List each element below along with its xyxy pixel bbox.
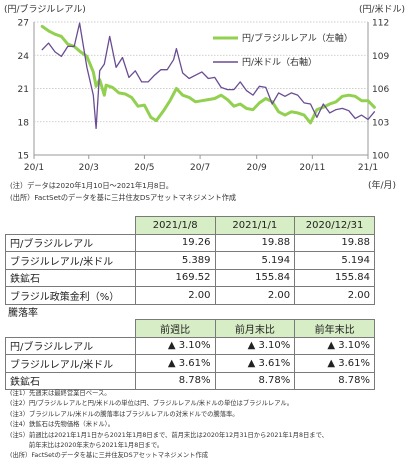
right-axis-unit: (円/米ドル) — [359, 3, 405, 15]
x-axis-unit: (年/月) — [368, 179, 396, 190]
cell-value: ▲ 3.10% — [134, 336, 216, 355]
cell-value: 2.00 — [134, 286, 216, 305]
cell-value: ▲ 3.10% — [294, 336, 375, 355]
x-tick-label: 20/9 — [247, 163, 267, 173]
change-col-header: 前年末比 — [294, 319, 375, 338]
row-label: ブラジル政策金利（%） — [5, 286, 136, 305]
left-tick-label: 27 — [18, 19, 29, 29]
footnote: (注4）鉄鉱石は先物価格（米ドル）。 — [10, 421, 115, 429]
rates-col-header: 2021/1/8 — [134, 216, 216, 235]
change-table: 前週比 前月末比 前年末比 円/ブラジルレアル ▲ 3.10% ▲ 3.10% … — [5, 319, 375, 390]
series-lines — [40, 22, 376, 130]
cell-value: 5.194 — [294, 251, 375, 270]
table-row: ブラジルレアル/米ドル ▲ 3.61% ▲ 3.61% ▲ 3.61% — [5, 354, 375, 373]
cell-value: ▲ 3.61% — [214, 354, 296, 373]
table-row: 円/ブラジルレアル ▲ 3.10% ▲ 3.10% ▲ 3.10% — [5, 336, 375, 355]
x-tick-label: 20/7 — [190, 163, 210, 173]
cell-value: 5.389 — [134, 251, 216, 270]
cell-value: ▲ 3.10% — [214, 336, 296, 355]
row-label: ブラジルレアル/米ドル — [5, 354, 136, 373]
right-tick-label: 106 — [372, 85, 389, 95]
cell-value: 155.84 — [294, 268, 375, 287]
cell-value: ▲ 3.61% — [294, 354, 375, 373]
change-section-title: 騰落率 — [8, 308, 38, 319]
left-axis-ticks: 15 18 21 24 27 — [18, 19, 30, 162]
change-table-header: 前週比 前月末比 前年末比 — [5, 319, 375, 338]
table-row: 鉄鉱石 8.78% 8.78% 8.78% — [5, 371, 375, 390]
left-tick-label: 18 — [18, 118, 30, 128]
row-label: ブラジルレアル/米ドル — [5, 251, 136, 270]
cell-value: 2.00 — [214, 286, 296, 305]
rates-table: 2021/1/8 2021/1/1 2020/12/31 円/ブラジルレアル 1… — [5, 216, 375, 305]
x-tick-label: 20/5 — [134, 163, 154, 173]
row-label: 円/ブラジルレアル — [5, 336, 136, 355]
left-tick-label: 15 — [18, 152, 29, 162]
x-tick-label: 20/11 — [299, 163, 325, 173]
cell-value: 2.00 — [294, 286, 375, 305]
x-tick-label: 21/1 — [358, 163, 378, 173]
table-row: 鉄鉱石 169.52 155.84 155.84 — [5, 268, 375, 287]
table-row: ブラジル政策金利（%） 2.00 2.00 2.00 — [5, 286, 375, 305]
left-tick-label: 21 — [18, 85, 29, 95]
rates-col-header: 2020/12/31 — [294, 216, 375, 235]
left-axis-unit: (円/ブラジルレアル) — [4, 3, 86, 15]
x-tick-label: 20/3 — [79, 163, 99, 173]
cell-value: 8.78% — [214, 371, 296, 390]
right-tick-label: 100 — [372, 152, 389, 162]
cell-value: 19.26 — [134, 233, 216, 252]
x-tick-label: 20/1 — [24, 163, 44, 173]
row-label: 鉄鉱石 — [5, 268, 136, 287]
left-tick-label: 24 — [18, 52, 30, 62]
cell-value: 5.194 — [214, 251, 296, 270]
footnote: 前年末比は2020年末から2021年1月8日まで。 — [10, 442, 164, 450]
cell-value: 169.52 — [134, 268, 216, 287]
rates-table-corner — [5, 216, 136, 235]
footnote: (注1）先週末は最終営業日ベース。 — [10, 390, 111, 397]
x-axis-ticks: 20/1 20/3 20/5 20/7 20/9 20/11 21/1 — [24, 155, 378, 173]
row-label: 鉄鉱石 — [5, 371, 136, 390]
chart-source: (出所）FactSetのデータを基に三井住友DSアセットマネジメント作成 — [10, 193, 237, 202]
cell-value: 19.88 — [294, 233, 375, 252]
cell-value: 8.78% — [134, 371, 216, 390]
cell-value: 19.88 — [214, 233, 296, 252]
footnote: (注5）前週比は2021年1月1日から2021年1月8日まで、前月末比は2020… — [10, 431, 328, 439]
footnote: (出所）FactSetのデータを基に三井住友DSアセットマネジメント作成 — [10, 452, 209, 460]
change-col-header: 前週比 — [134, 319, 216, 338]
chart-legend: 円/ブラジルレアル（左軸） 円/米ドル（右軸） — [213, 32, 353, 68]
footnote: (注3）ブラジルレアル/米ドルの騰落率はブラジルレアルの対米ドルでの騰落率。 — [10, 410, 239, 418]
right-tick-label: 112 — [372, 19, 389, 29]
row-label: 円/ブラジルレアル — [5, 233, 136, 252]
rates-table-header: 2021/1/8 2021/1/1 2020/12/31 — [5, 216, 375, 235]
legend-label-brl: 円/ブラジルレアル（左軸） — [242, 32, 353, 44]
cell-value: 8.78% — [294, 371, 375, 390]
cell-value: 155.84 — [214, 268, 296, 287]
change-table-corner — [5, 319, 136, 338]
right-tick-label: 109 — [372, 52, 389, 62]
rates-col-header: 2021/1/1 — [214, 216, 296, 235]
right-tick-label: 103 — [372, 118, 389, 128]
series-line-jpy-usd — [41, 22, 376, 130]
chart-note: (注）データは2020年1月10日～2021年1月8日。 — [10, 181, 173, 190]
footnote: (注2）円/ブラジルレアルと円/米ドルの単位は円、ブラジルレアル/米ドルの単位は… — [10, 400, 294, 408]
right-axis-ticks: 100 103 106 109 112 — [372, 19, 389, 162]
footnotes: (注1）先週末は最終営業日ベース。 (注2）円/ブラジルレアルと円/米ドルの単位… — [10, 389, 328, 462]
change-col-header: 前月末比 — [214, 319, 296, 338]
legend-label-usd: 円/米ドル（右軸） — [242, 56, 317, 68]
cell-value: ▲ 3.61% — [134, 354, 216, 373]
series-line-jpy-brl — [40, 24, 376, 125]
table-row: 円/ブラジルレアル 19.26 19.88 19.88 — [5, 233, 375, 252]
table-row: ブラジルレアル/米ドル 5.389 5.194 5.194 — [5, 251, 375, 270]
fx-chart: (円/ブラジルレアル) (円/米ドル) 15 18 21 24 27 100 103 106… — [4, 3, 405, 190]
